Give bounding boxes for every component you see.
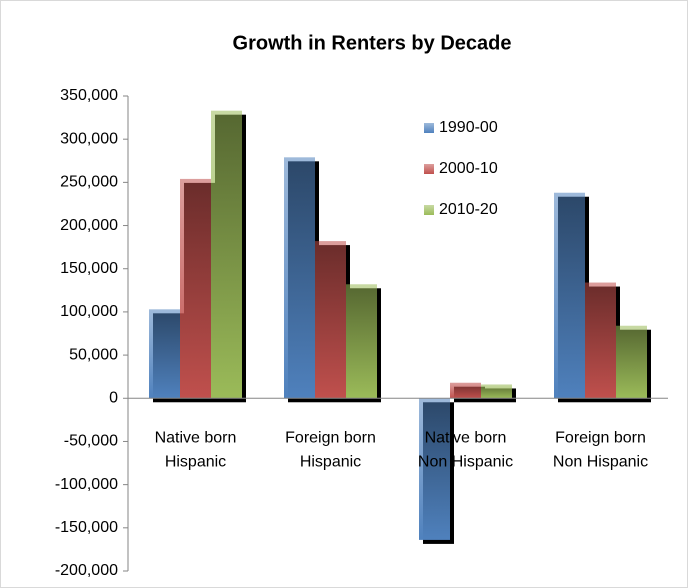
x-tick-label: Foreign born Non Hispanic — [553, 429, 648, 470]
bar — [554, 192, 585, 399]
y-tick-label: -200,000 — [55, 562, 118, 579]
x-tick-label: Foreign born Hispanic — [285, 429, 376, 470]
y-tick-label: 150,000 — [60, 260, 118, 277]
bar — [180, 178, 211, 399]
y-tick-label: 0 — [109, 389, 118, 406]
legend-label: 2010-20 — [439, 201, 498, 218]
legend-swatch — [424, 205, 434, 215]
bar — [585, 282, 616, 399]
bar — [211, 110, 242, 399]
x-tick-label: Native born Hispanic — [155, 429, 237, 470]
bar — [419, 398, 450, 540]
bar — [450, 382, 481, 399]
legend-swatch — [424, 164, 434, 174]
y-tick-label: -50,000 — [64, 433, 118, 450]
y-tick-label: 350,000 — [60, 87, 118, 104]
bar — [346, 284, 377, 399]
bar — [616, 325, 647, 399]
bar — [315, 241, 346, 399]
x-tick-label: Native born Non Hispanic — [418, 429, 513, 470]
bar — [149, 309, 180, 399]
legend-swatch — [424, 123, 434, 133]
chart-title: Growth in Renters by Decade — [233, 32, 512, 54]
bar — [481, 384, 512, 399]
legend-label: 1990-00 — [439, 119, 498, 136]
legend-label: 2000-10 — [439, 160, 498, 177]
y-tick-label: -150,000 — [55, 519, 118, 536]
y-tick-label: 250,000 — [60, 174, 118, 191]
y-tick-label: 100,000 — [60, 303, 118, 320]
y-tick-label: 50,000 — [69, 346, 118, 363]
y-tick-label: -100,000 — [55, 476, 118, 493]
y-tick-label: 300,000 — [60, 130, 118, 147]
y-tick-label: 200,000 — [60, 217, 118, 234]
bar — [284, 157, 315, 399]
